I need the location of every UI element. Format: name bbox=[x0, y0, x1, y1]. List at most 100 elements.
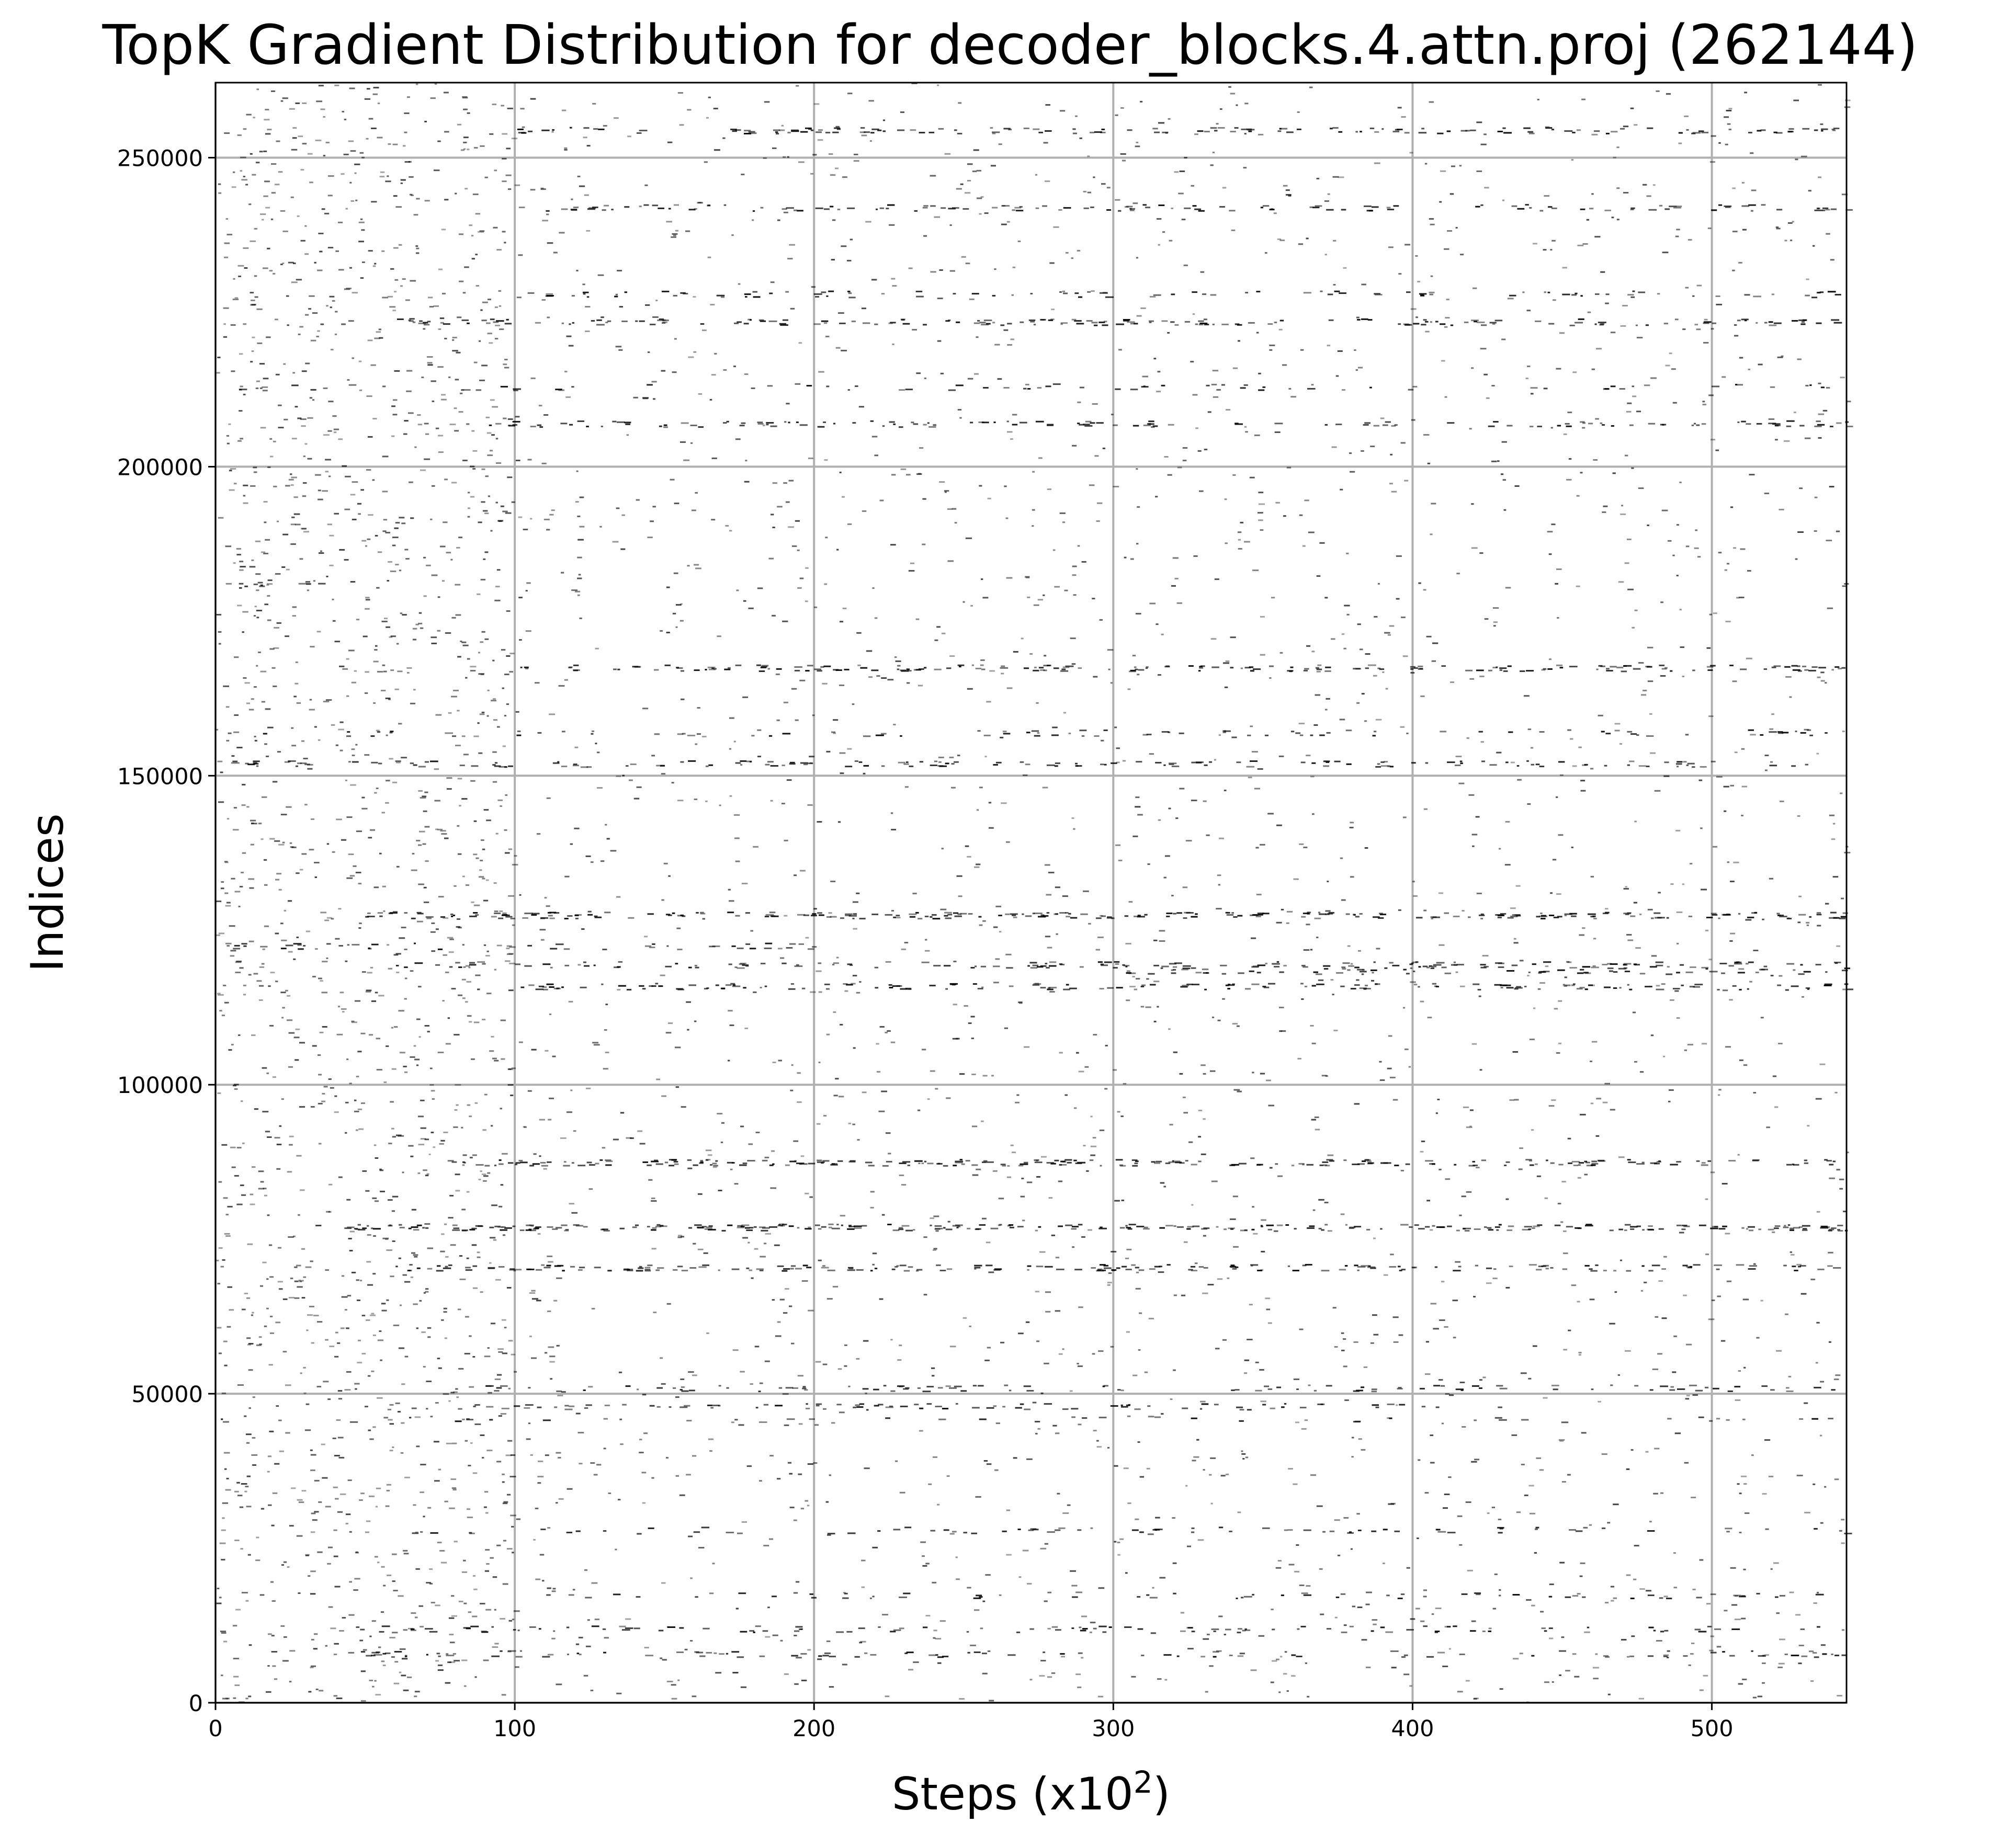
data-point bbox=[354, 670, 357, 672]
data-point bbox=[272, 1665, 276, 1667]
data-point bbox=[833, 732, 836, 734]
data-point bbox=[1524, 695, 1530, 697]
data-point bbox=[1279, 1007, 1284, 1009]
data-point bbox=[876, 208, 878, 210]
data-point bbox=[1119, 1538, 1124, 1540]
data-point bbox=[1016, 1094, 1020, 1096]
data-point bbox=[394, 688, 399, 690]
data-point bbox=[1117, 1111, 1120, 1113]
data-point bbox=[341, 323, 346, 325]
data-point bbox=[382, 491, 388, 493]
data-point bbox=[1691, 1643, 1695, 1644]
data-point bbox=[335, 311, 338, 313]
data-point bbox=[295, 102, 300, 104]
data-point bbox=[1610, 1586, 1614, 1588]
data-point bbox=[298, 1214, 300, 1216]
data-point bbox=[310, 646, 315, 648]
data-point bbox=[1241, 1597, 1244, 1599]
data-point bbox=[857, 664, 861, 666]
data-point bbox=[1734, 324, 1737, 326]
data-point bbox=[486, 950, 489, 952]
data-point bbox=[970, 1644, 976, 1646]
data-point bbox=[1431, 1613, 1434, 1615]
data-point bbox=[230, 1146, 236, 1148]
data-point bbox=[616, 775, 621, 777]
data-point bbox=[1083, 207, 1089, 209]
data-point bbox=[357, 1362, 363, 1364]
data-point bbox=[251, 698, 254, 700]
data-point bbox=[308, 1575, 311, 1577]
data-point bbox=[1410, 1618, 1415, 1620]
data-point bbox=[516, 1518, 520, 1520]
data-point bbox=[1300, 349, 1304, 351]
data-point bbox=[1634, 1545, 1639, 1547]
data-point bbox=[1244, 426, 1247, 428]
data-point bbox=[360, 1670, 366, 1672]
data-point bbox=[944, 491, 947, 493]
data-point bbox=[385, 532, 390, 533]
data-point bbox=[543, 414, 549, 416]
data-point bbox=[1740, 1475, 1747, 1477]
data-point bbox=[525, 630, 531, 632]
data-point bbox=[484, 512, 489, 515]
data-point bbox=[1033, 324, 1036, 326]
data-point bbox=[1198, 320, 1204, 322]
data-point bbox=[423, 328, 426, 330]
data-point bbox=[1643, 689, 1647, 691]
data-point bbox=[387, 175, 389, 177]
data-point bbox=[1547, 531, 1553, 533]
data-point bbox=[450, 1244, 456, 1246]
data-point bbox=[1157, 1678, 1162, 1680]
data-point bbox=[1690, 863, 1693, 864]
data-point bbox=[243, 393, 246, 395]
data-point bbox=[1617, 1374, 1620, 1376]
data-point bbox=[1611, 131, 1618, 133]
data-point bbox=[590, 1690, 594, 1692]
data-point bbox=[288, 900, 292, 902]
data-point bbox=[1069, 1390, 1073, 1392]
data-point bbox=[1503, 509, 1507, 511]
data-point bbox=[1571, 159, 1574, 161]
data-point bbox=[1579, 1113, 1586, 1115]
data-point bbox=[457, 778, 462, 780]
data-point bbox=[930, 205, 936, 207]
data-point bbox=[600, 860, 605, 862]
data-point bbox=[1831, 1227, 1837, 1229]
data-point bbox=[1393, 205, 1399, 207]
data-point bbox=[1158, 244, 1160, 246]
data-point bbox=[1441, 1422, 1444, 1425]
data-point bbox=[1513, 938, 1516, 940]
data-point bbox=[371, 128, 377, 129]
data-point bbox=[1329, 128, 1333, 130]
data-point bbox=[1626, 1468, 1630, 1470]
data-point bbox=[474, 1676, 477, 1678]
data-point bbox=[234, 714, 239, 716]
data-point bbox=[620, 1112, 625, 1114]
data-point bbox=[969, 298, 975, 300]
data-point bbox=[1168, 1028, 1171, 1030]
data-point bbox=[671, 782, 674, 784]
data-point bbox=[887, 204, 895, 206]
data-point bbox=[1418, 1459, 1421, 1461]
data-point bbox=[409, 320, 414, 322]
data-point bbox=[1243, 384, 1248, 386]
data-point bbox=[1393, 1341, 1399, 1343]
data-point bbox=[367, 972, 372, 974]
data-point bbox=[944, 490, 949, 492]
data-point bbox=[1833, 1379, 1839, 1381]
data-point bbox=[938, 756, 944, 758]
data-point bbox=[837, 1368, 842, 1370]
data-point bbox=[1816, 1322, 1820, 1324]
data-point bbox=[277, 1281, 283, 1283]
data-point bbox=[828, 153, 833, 155]
data-point bbox=[1483, 373, 1488, 375]
data-point bbox=[688, 356, 694, 358]
data-point bbox=[300, 1189, 305, 1191]
data-point bbox=[1730, 881, 1735, 882]
data-point bbox=[742, 1237, 748, 1239]
data-point bbox=[871, 128, 879, 130]
data-point bbox=[287, 324, 289, 326]
data-point bbox=[492, 659, 495, 662]
data-point bbox=[1764, 1439, 1771, 1441]
data-point bbox=[1564, 976, 1567, 978]
